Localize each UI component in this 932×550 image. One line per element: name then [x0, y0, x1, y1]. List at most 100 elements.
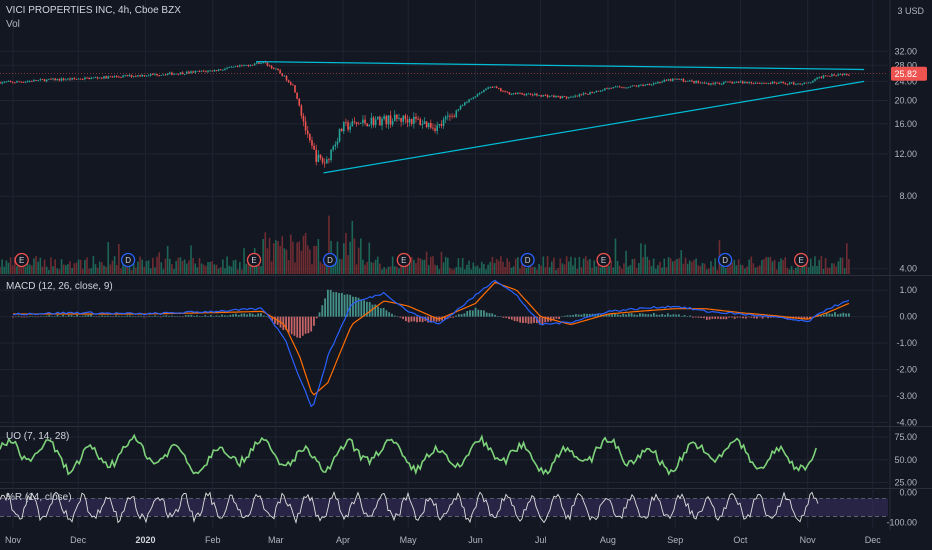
macd-histogram-bar: [204, 315, 207, 317]
macd-histogram-bar: [48, 315, 51, 317]
trendlines[interactable]: [256, 61, 865, 174]
volume-bar: [75, 262, 78, 274]
macd-histogram-bar: [647, 314, 650, 317]
macd-histogram-bar: [168, 315, 170, 317]
volume-bar: [359, 238, 362, 274]
candle-body: [28, 81, 31, 82]
uo-line: [0, 433, 817, 476]
macd-histogram-bar: [184, 315, 187, 317]
volume-bar: [831, 263, 833, 274]
volume-bar: [300, 250, 303, 274]
volume-bar: [559, 258, 562, 274]
candle-body: [761, 82, 763, 84]
candle-body: [137, 75, 139, 77]
volume-bar: [508, 261, 511, 274]
volume-bar: [470, 269, 472, 274]
volume-bar: [62, 264, 65, 274]
volume-bar: [323, 262, 326, 274]
volume-bar: [289, 234, 292, 274]
macd-histogram-bar: [717, 316, 719, 319]
macd-histogram-bar: [444, 316, 446, 320]
candle-body: [1, 82, 3, 84]
candle-body: [809, 82, 812, 84]
volume-bar: [631, 259, 634, 274]
volume-bar: [491, 256, 494, 274]
volume-bar: [366, 261, 368, 274]
macd-histogram-bar: [246, 314, 248, 317]
candle-body: [771, 81, 774, 84]
macd-histogram-bar: [254, 314, 257, 317]
volume-bar: [304, 232, 307, 274]
volume-bar: [542, 256, 545, 274]
candle-body: [300, 105, 303, 116]
macd-histogram-bar: [744, 316, 747, 319]
candle-body: [674, 78, 676, 80]
candle-body: [797, 83, 799, 85]
candle-body: [198, 70, 201, 72]
candle-body: [410, 119, 413, 125]
volume-bar: [773, 259, 776, 274]
macd-histogram-bar: [84, 315, 87, 317]
volume-bar: [130, 269, 133, 274]
candle-body: [678, 78, 680, 80]
macd-histogram-bar: [730, 316, 733, 318]
volume-bar: [124, 266, 127, 274]
candle-body: [202, 70, 205, 72]
volume-bar: [665, 267, 668, 274]
volume-bar: [232, 260, 235, 274]
volume-bar: [48, 269, 50, 274]
candle-body: [75, 78, 78, 80]
candle-body: [801, 83, 804, 85]
candle-body: [343, 122, 345, 132]
candle-body: [289, 82, 292, 85]
candle-body: [20, 81, 23, 83]
candle-body: [773, 81, 776, 83]
volume-bar: [177, 257, 180, 274]
candle-body: [436, 125, 438, 131]
candle-body: [527, 93, 530, 95]
candle-body: [455, 110, 458, 118]
candle-body: [714, 82, 717, 85]
currency-label[interactable]: 3 USD: [897, 6, 924, 16]
macd-histogram-bar: [332, 292, 335, 317]
macd-histogram-bar: [714, 316, 717, 319]
macd-histogram-bar: [605, 314, 608, 317]
macd-histogram-bar: [198, 316, 201, 317]
volume-bar: [733, 259, 736, 274]
volume-bar: [659, 261, 661, 274]
macd-histogram-bar: [209, 314, 212, 317]
chart-title: VICI PROPERTIES INC, 4h, Cboe BZX: [6, 5, 181, 16]
candle-body: [519, 92, 521, 94]
macd-histogram-bar: [134, 316, 137, 318]
volume-bar: [449, 267, 451, 274]
volume-bar: [243, 248, 245, 274]
volume-bar: [818, 259, 821, 274]
volume-bar: [845, 243, 848, 274]
candle-body: [814, 78, 816, 81]
volume-bar: [784, 257, 787, 274]
volume-bar: [317, 239, 320, 274]
macd-histogram-bar: [577, 314, 580, 317]
macd-histogram-bar: [182, 316, 184, 318]
candle-body: [430, 122, 432, 128]
candle-body: [309, 134, 311, 141]
volume-bar: [710, 261, 712, 274]
x-tick-label: Jul: [535, 535, 547, 545]
macd-histogram-bar: [56, 314, 59, 317]
volume-bar: [674, 260, 676, 274]
macd-histogram-bar: [31, 316, 34, 317]
volume-bar: [650, 265, 653, 274]
price-tick-label: 12.00: [894, 149, 917, 159]
volume-bar: [228, 265, 231, 274]
volume-bar: [667, 257, 670, 274]
volume-bar: [321, 263, 324, 274]
macd-histogram-bar: [703, 316, 705, 319]
volume-bar: [387, 266, 390, 274]
macd-histogram-bar: [566, 315, 569, 317]
macd-histogram-bar: [240, 313, 243, 317]
candle-body: [758, 83, 761, 85]
candle-body: [826, 75, 829, 77]
macd-histogram-bar: [118, 315, 120, 317]
